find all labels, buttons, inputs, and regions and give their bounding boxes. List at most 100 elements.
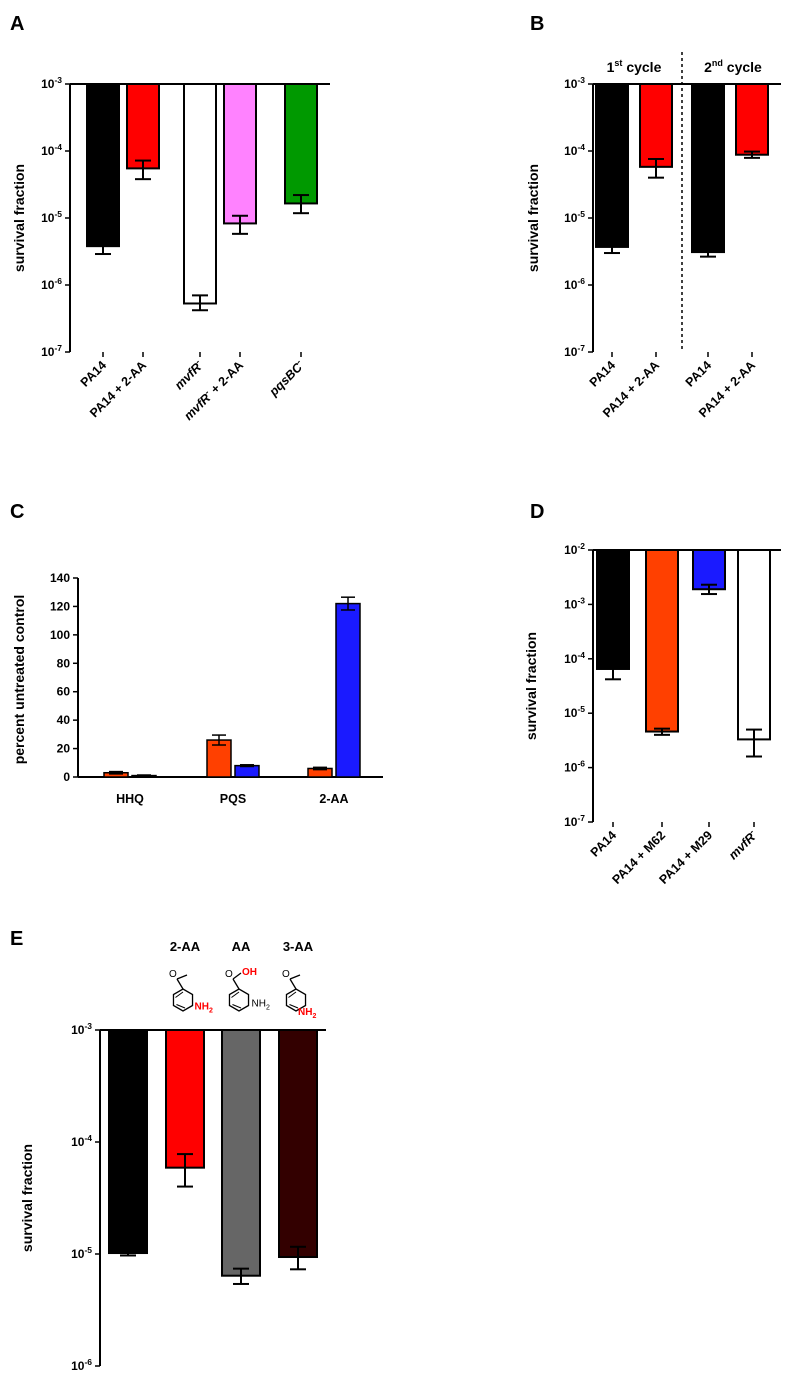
bar bbox=[737, 549, 771, 741]
y-tick-label: 60 bbox=[57, 685, 71, 699]
y-tick-label: 10-7 bbox=[41, 343, 62, 359]
y-tick-label: 10-4 bbox=[564, 142, 585, 158]
y-tick-label: 10-3 bbox=[71, 1021, 92, 1037]
chart-panel-b: 10-3 10-4 10-5 10-6 10-7 survival fraction 1st… bbox=[525, 52, 781, 420]
bond bbox=[289, 974, 301, 980]
bond bbox=[289, 978, 297, 990]
x-tick-label: mvfR- bbox=[725, 827, 761, 863]
panel-letter-c: C bbox=[10, 501, 24, 523]
y-tick-label: 20 bbox=[57, 742, 71, 756]
oxygen-atom: O bbox=[282, 969, 290, 980]
y-axis-title: percent untreated control bbox=[11, 595, 27, 765]
y-tick-label: 10-3 bbox=[564, 595, 585, 611]
bar bbox=[692, 549, 726, 591]
bond bbox=[231, 991, 240, 998]
substituent-label: NH2 bbox=[298, 1007, 316, 1020]
y-tick-label: 10-3 bbox=[41, 75, 62, 91]
x-tick-label: pqsBC- bbox=[264, 357, 307, 400]
x-tick-label: PA14 bbox=[683, 358, 714, 389]
compound-structure: O OH NH2 bbox=[225, 967, 270, 1012]
bond bbox=[289, 1004, 299, 1009]
bar bbox=[126, 83, 160, 170]
chart-panel-d: 10-2 10-3 10-4 10-5 10-6 10-7 survival fractio… bbox=[523, 541, 781, 887]
x-tick-label: HHQ bbox=[116, 792, 144, 806]
bar bbox=[335, 602, 361, 778]
bond bbox=[232, 978, 240, 990]
y-tick-label: 10-3 bbox=[564, 75, 585, 91]
y-tick-label: 10-6 bbox=[564, 759, 585, 775]
y-tick-label: 10-5 bbox=[564, 209, 585, 225]
y-tick-label: 120 bbox=[50, 599, 70, 613]
y-tick-label: 10-7 bbox=[564, 343, 585, 359]
compound-name: 2-AA bbox=[170, 939, 201, 954]
bar bbox=[645, 549, 679, 733]
y-tick-label: 0 bbox=[63, 770, 70, 784]
benzene-ring bbox=[172, 988, 194, 1012]
bar bbox=[639, 83, 673, 168]
bond bbox=[176, 978, 184, 990]
oxygen-atom: O bbox=[225, 969, 233, 980]
y-axis-title: survival fraction bbox=[11, 164, 27, 272]
y-tick-label: 10-2 bbox=[564, 541, 585, 557]
x-tick-label: PQS bbox=[220, 792, 246, 806]
chart-panel-e: 10-3 10-4 10-5 10-6 survival fraction 2-AA O NH… bbox=[19, 939, 326, 1373]
oxygen-atom: O bbox=[169, 969, 177, 980]
x-tick-label: 2-AA bbox=[319, 792, 348, 806]
bar bbox=[691, 83, 725, 254]
bar bbox=[284, 83, 318, 205]
y-tick-label: 10-4 bbox=[41, 142, 62, 158]
bar bbox=[278, 1029, 318, 1259]
bond bbox=[288, 991, 297, 998]
y-axis-title: survival fraction bbox=[19, 1144, 35, 1252]
substituent-label: OH bbox=[242, 967, 257, 978]
cycle-label: 2nd cycle bbox=[704, 58, 762, 75]
bar bbox=[165, 1029, 205, 1169]
y-tick-label: 10-4 bbox=[71, 1133, 92, 1149]
substituent-label: NH2 bbox=[195, 1002, 213, 1015]
compound-name: 3-AA bbox=[283, 939, 314, 954]
compound-name: AA bbox=[232, 939, 251, 954]
bar bbox=[86, 83, 120, 248]
bond bbox=[232, 1004, 242, 1009]
panel-letter-d: D bbox=[530, 501, 544, 523]
y-tick-label: 100 bbox=[50, 628, 70, 642]
y-axis-title: survival fraction bbox=[523, 632, 539, 740]
bar bbox=[595, 83, 629, 248]
cycle-label: 1st cycle bbox=[607, 58, 662, 75]
x-tick-label: PA14 bbox=[78, 358, 109, 389]
y-tick-label: 10-6 bbox=[564, 276, 585, 292]
x-tick-label: PA14 bbox=[587, 358, 618, 389]
x-tick-label: PA14 bbox=[588, 828, 619, 859]
y-tick-label: 10-4 bbox=[564, 650, 585, 666]
y-tick-label: 10-6 bbox=[71, 1357, 92, 1373]
y-tick-label: 10-5 bbox=[41, 209, 62, 225]
x-tick-label: mvfR- bbox=[171, 357, 207, 393]
compound-structure: O NH2 bbox=[169, 969, 213, 1015]
y-tick-label: 10-5 bbox=[71, 1245, 92, 1261]
bond bbox=[232, 972, 242, 980]
panel-letter-e: E bbox=[10, 928, 23, 950]
y-tick-label: 140 bbox=[50, 571, 70, 585]
bar bbox=[108, 1029, 148, 1255]
bond bbox=[175, 991, 184, 998]
bar bbox=[183, 83, 217, 305]
amine-label: NH2 bbox=[252, 999, 270, 1012]
panel-letter-a: A bbox=[10, 13, 24, 35]
bar bbox=[234, 764, 260, 778]
bar bbox=[735, 83, 769, 156]
bond bbox=[176, 1004, 186, 1009]
compound-structure: O NH2 bbox=[282, 969, 316, 1020]
y-tick-label: 10-6 bbox=[41, 276, 62, 292]
benzene-ring bbox=[285, 988, 307, 1012]
bar bbox=[223, 83, 257, 225]
panel-letter-b: B bbox=[530, 13, 544, 35]
chart-panel-c: 0 20 40 60 80 100 120 140 percent untreated cont… bbox=[11, 571, 383, 806]
bar bbox=[596, 549, 630, 670]
y-axis-title: survival fraction bbox=[525, 164, 541, 272]
bar bbox=[221, 1029, 261, 1277]
chart-panel-a: 10-3 10-4 10-5 10-6 10-7 survival fraction PA1… bbox=[11, 75, 330, 423]
y-tick-label: 10-7 bbox=[564, 813, 585, 829]
bond bbox=[176, 974, 188, 980]
benzene-ring bbox=[228, 988, 250, 1012]
